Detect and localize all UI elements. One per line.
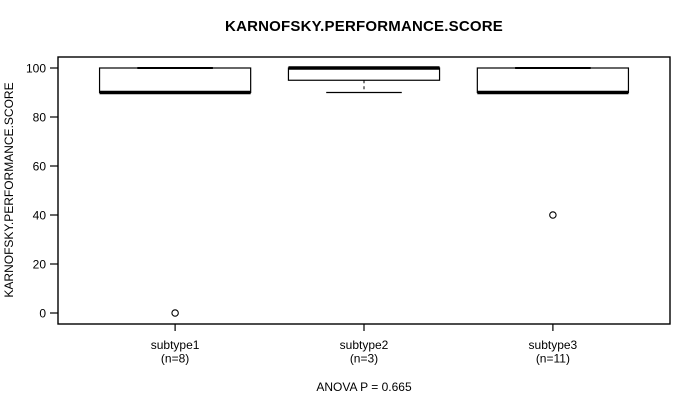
x-tick-sublabel-subtype1: (n=8)	[161, 352, 189, 366]
outlier-subtype1-0	[171, 309, 179, 317]
plot-border	[57, 56, 671, 325]
anova-p-annotation: ANOVA P = 0.665	[316, 380, 412, 394]
x-tick-label-subtype2: subtype2	[340, 338, 389, 352]
y-tick-label: 60	[33, 160, 47, 174]
y-tick-label: 0	[39, 307, 46, 321]
y-tick-label: 80	[33, 111, 47, 125]
y-tick-label: 40	[33, 209, 47, 223]
x-tick-sublabel-subtype2: (n=3)	[350, 352, 378, 366]
box-subtype2	[287, 67, 441, 81]
outlier-subtype3-0	[549, 211, 557, 219]
chart-title: KARNOFSKY.PERFORMANCE.SCORE	[225, 18, 503, 35]
x-tick-label-subtype3: subtype3	[529, 338, 578, 352]
x-tick-sublabel-subtype3: (n=11)	[536, 352, 570, 366]
x-tick-label-subtype1: subtype1	[151, 338, 200, 352]
box-subtype1	[98, 67, 252, 94]
box-subtype3	[476, 67, 630, 94]
y-tick-label: 20	[33, 258, 47, 272]
y-tick-label: 100	[26, 62, 46, 76]
